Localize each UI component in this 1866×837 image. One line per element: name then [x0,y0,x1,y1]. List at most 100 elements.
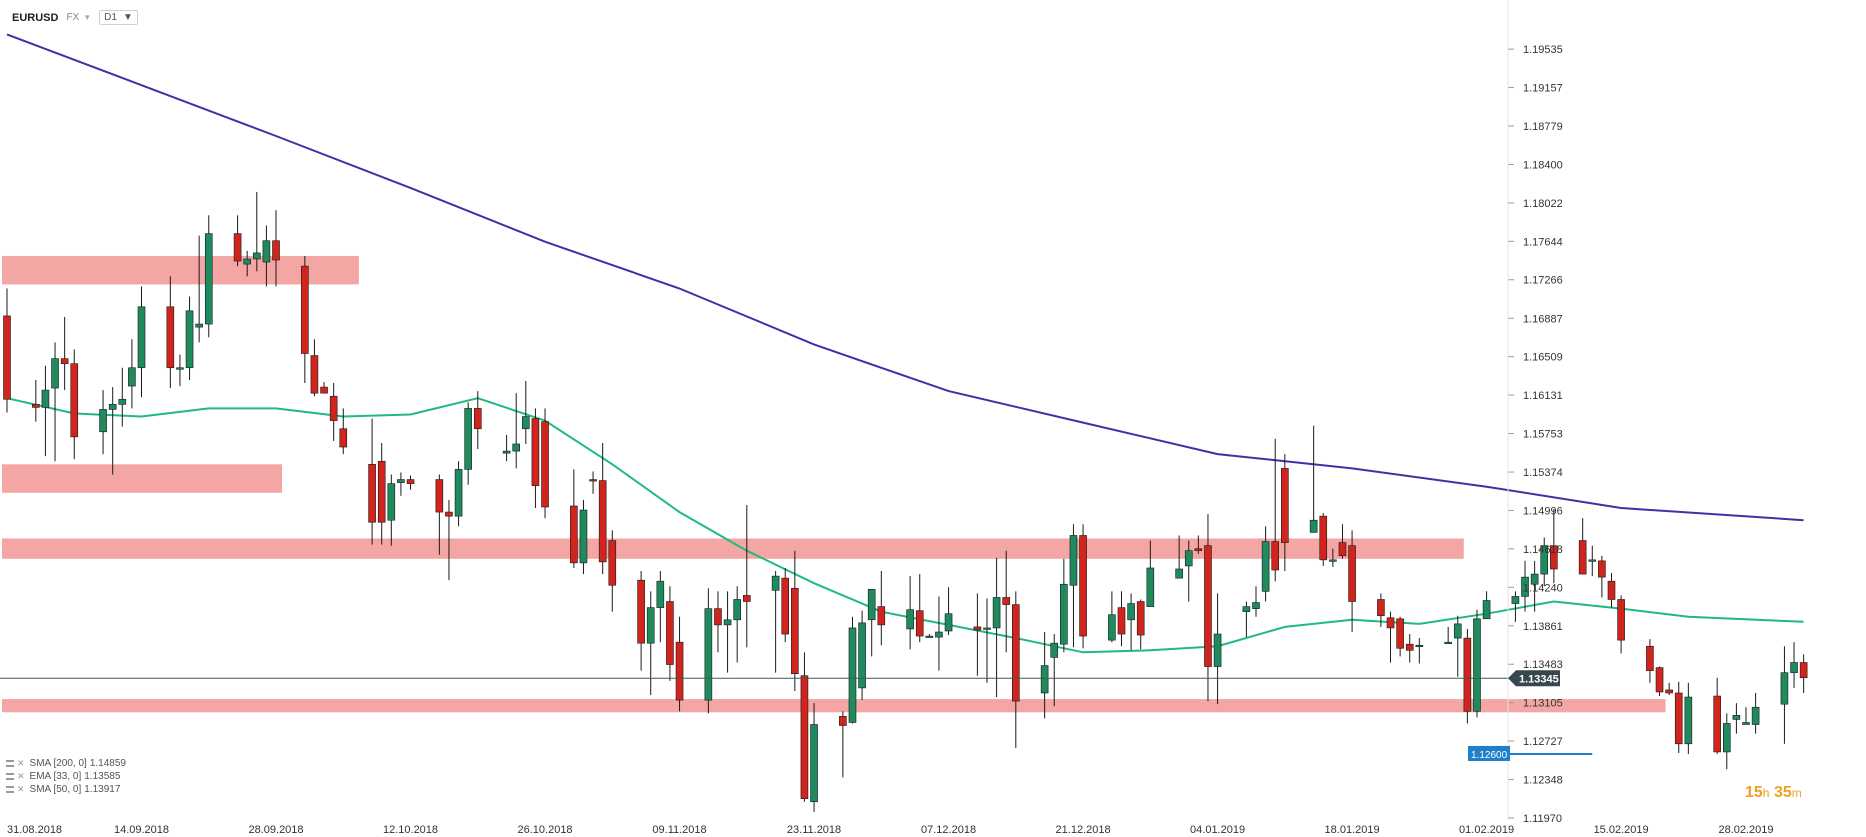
candle-body[interactable] [502,450,511,454]
candle-body[interactable] [839,716,847,726]
market-selector[interactable]: FX ▼ [66,12,91,23]
candle-body[interactable] [1415,644,1424,648]
candle-body[interactable] [1780,672,1789,705]
candle-body[interactable] [1578,540,1587,575]
candle-body[interactable] [406,479,415,484]
candle-body[interactable] [1607,580,1616,600]
candle-body[interactable] [1655,667,1664,693]
candle-body[interactable] [243,258,251,265]
candle-body[interactable] [1204,545,1212,667]
candle-body[interactable] [1722,723,1731,753]
candle-body[interactable] [99,409,107,433]
candle-body[interactable] [675,641,684,701]
candle-body[interactable] [646,607,655,644]
candle-body[interactable] [791,588,799,674]
candle-body[interactable] [1742,722,1750,725]
candle-body[interactable] [445,511,453,517]
candle-body[interactable] [742,595,751,602]
close-icon[interactable]: ✕ [17,784,25,794]
candle-body[interactable] [397,479,405,483]
candle-body[interactable] [1012,604,1020,702]
indicator-settings-icon[interactable] [6,773,14,780]
candle-body[interactable] [1453,623,1462,639]
symbol-label[interactable]: EURUSD [12,11,59,24]
candle-body[interactable] [1598,560,1606,578]
indicator-settings-icon[interactable] [6,786,14,793]
candle-body[interactable] [377,460,386,523]
candle-body[interactable] [704,608,713,701]
candle-body[interactable] [435,479,444,513]
candle-body[interactable] [656,580,665,608]
candle-body[interactable] [108,404,117,410]
candle-body[interactable] [522,416,530,430]
candle-body[interactable] [983,627,991,630]
candle-body[interactable] [935,631,943,638]
level-tag[interactable] [1468,745,1510,761]
candle-body[interactable] [589,479,597,482]
candle-body[interactable] [637,579,645,644]
candle-body[interactable] [973,626,982,631]
candle-body[interactable] [320,386,328,394]
candle-body[interactable] [1405,643,1414,651]
candle-body[interactable] [1463,637,1472,712]
candle-body[interactable] [3,315,11,400]
candle-body[interactable] [541,421,549,508]
candle-body[interactable] [1319,515,1328,561]
indicator-settings-icon[interactable] [6,760,14,767]
candle-body[interactable] [598,480,607,563]
candle-body[interactable] [512,443,521,452]
candle-body[interactable] [1252,602,1260,609]
candle-body[interactable] [1069,535,1078,586]
candle-body[interactable] [1175,568,1183,579]
candle-body[interactable] [464,408,472,470]
candle-body[interactable] [608,540,617,586]
candle-body[interactable] [1674,692,1683,745]
candle-body[interactable] [1396,618,1404,649]
candle-body[interactable] [925,635,934,638]
candle-body[interactable] [32,404,40,408]
candle-body[interactable] [1329,559,1337,562]
candle-body[interactable] [1281,468,1289,543]
candle-body[interactable] [1386,617,1395,629]
candle-body[interactable] [1194,548,1203,551]
candle-body[interactable] [70,363,79,438]
candle-body[interactable] [262,240,271,263]
candle-body[interactable] [781,577,790,635]
candle-body[interactable] [195,323,203,328]
candle-body[interactable] [253,252,261,260]
candle-body[interactable] [1732,715,1741,720]
candle-body[interactable] [1146,567,1155,607]
candle-body[interactable] [1617,599,1625,641]
candle-body[interactable] [944,613,953,632]
candle-body[interactable] [714,608,722,626]
candle-body[interactable] [1790,662,1798,673]
candle-body[interactable] [473,408,482,430]
candle-body[interactable] [454,469,463,517]
candle-body[interactable] [570,505,578,564]
candle-body[interactable] [1521,576,1529,597]
candle-body[interactable] [877,606,886,626]
candle-body[interactable] [915,610,924,637]
candle-body[interactable] [771,575,780,591]
candle-body[interactable] [1684,696,1693,745]
candle-body[interactable] [1646,645,1654,671]
candle-body[interactable] [858,622,866,689]
candle-body[interactable] [176,367,184,370]
candle-body[interactable] [1482,600,1491,620]
candle-body[interactable] [1799,662,1808,679]
candle-body[interactable] [992,597,1001,629]
candle-body[interactable] [1338,542,1347,557]
candle-body[interactable] [329,395,338,421]
candle-body[interactable] [733,599,741,621]
candle-body[interactable] [1117,607,1126,635]
candle-body[interactable] [1751,706,1760,725]
candle-body[interactable] [1002,597,1011,605]
candle-body[interactable] [204,233,213,325]
candle-body[interactable] [185,310,194,369]
candle-body[interactable] [848,627,857,723]
candle-body[interactable] [1108,614,1116,641]
timeframe-selector[interactable]: D1 ▼ [99,10,138,25]
candle-body[interactable] [531,418,540,486]
candle-body[interactable] [579,509,588,564]
candle-body[interactable] [387,483,396,521]
